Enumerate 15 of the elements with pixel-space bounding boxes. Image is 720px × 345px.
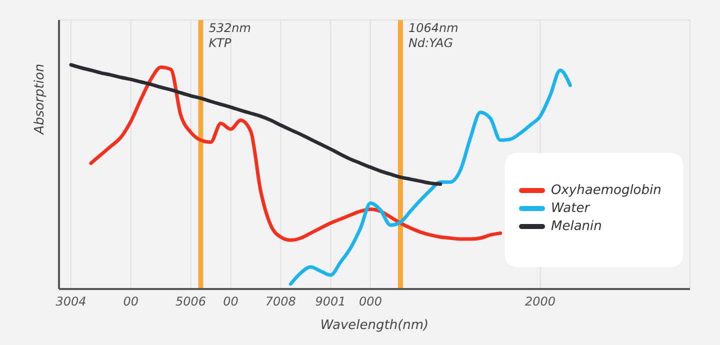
x-tick-label: 5006 xyxy=(176,294,206,309)
text: 1064nm Nd:YAG xyxy=(408,21,458,50)
text: 532nm KTP xyxy=(208,21,251,50)
legend-label: Water xyxy=(550,201,592,216)
x-tick-label: 2000 xyxy=(524,294,556,309)
x-axis-title: Wavelength(nm) xyxy=(320,318,429,333)
legend-label: Melanin xyxy=(550,219,603,234)
y-axis-title: Absorption xyxy=(32,64,48,134)
x-tick-label: 000 xyxy=(359,294,382,309)
x-tick-label: 3004 xyxy=(56,294,86,309)
x-tick-label: 7008 xyxy=(265,294,296,309)
x-tick-label: 9001 xyxy=(315,294,346,309)
x-tick-label: 00 xyxy=(223,294,239,309)
x-tick-label: 00 xyxy=(123,294,139,309)
legend-label: Oxyhaemoglobin xyxy=(550,183,662,198)
